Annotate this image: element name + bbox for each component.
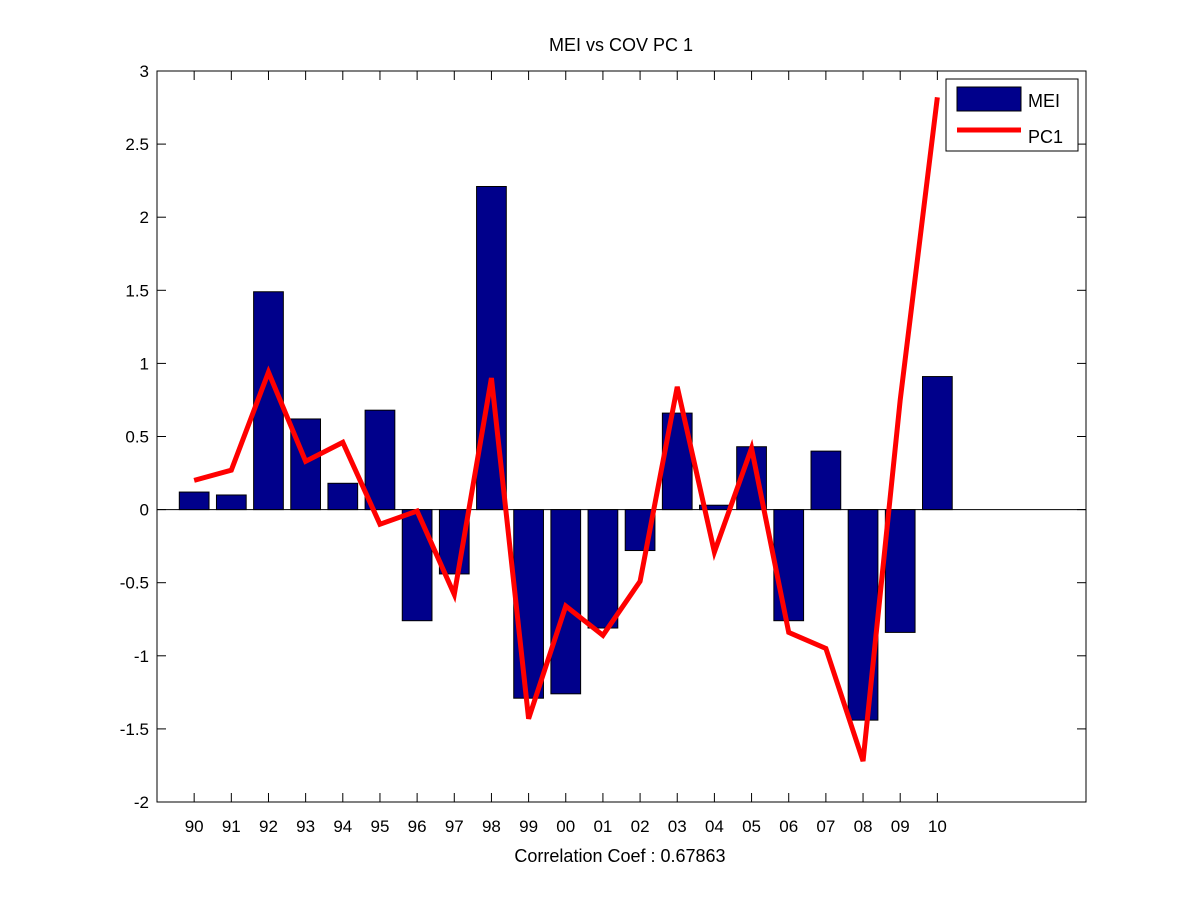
bar-mei-91 [215, 494, 247, 511]
pc1-line-group [193, 97, 940, 762]
chart-title: MEI vs COV PC 1 [549, 35, 693, 55]
x-tick-label-03: 03 [668, 817, 687, 836]
bar-mei-06 [773, 509, 805, 622]
x-tick-label-04: 04 [705, 817, 724, 836]
y-axis-ticks: -2 -1.5 -1 -0.5 0 0.5 1 1.5 2 2.5 3 [120, 62, 1086, 812]
y-tick-label: 1 [140, 354, 149, 373]
bar-mei-01 [587, 509, 619, 629]
x-tick-label-92: 92 [259, 817, 278, 836]
legend-swatch-mei [956, 86, 1022, 112]
y-tick-label: 0.5 [125, 428, 149, 447]
y-tick-label: 2.5 [125, 135, 149, 154]
x-tick-label-96: 96 [408, 817, 427, 836]
x-tick-label-08: 08 [854, 817, 873, 836]
y-tick-label: 3 [140, 62, 149, 81]
x-tick-label-91: 91 [222, 817, 241, 836]
legend: MEI PC1 [945, 78, 1079, 152]
x-tick-label-02: 02 [631, 817, 650, 836]
x-tick-label-98: 98 [482, 817, 501, 836]
bar-mei-07 [810, 450, 842, 511]
x-tick-label-09: 09 [891, 817, 910, 836]
x-tick-label-07: 07 [816, 817, 835, 836]
bar-mei-00 [550, 509, 582, 695]
x-axis-label: Correlation Coef : 0.67863 [514, 846, 725, 866]
y-tick-label: 0 [140, 501, 149, 520]
x-tick-label-93: 93 [296, 817, 315, 836]
bar-mei-90 [178, 491, 210, 511]
x-tick-label-90: 90 [185, 817, 204, 836]
series-line-pc1 [193, 97, 940, 762]
x-tick-label-06: 06 [779, 817, 798, 836]
bar-mei-96 [401, 509, 433, 622]
x-tick-label-99: 99 [519, 817, 538, 836]
bar-mei-08 [847, 509, 879, 721]
x-tick-label-00: 00 [556, 817, 575, 836]
x-tick-label-01: 01 [593, 817, 612, 836]
x-tick-label-97: 97 [445, 817, 464, 836]
bar-mei-95 [364, 409, 396, 511]
bar-mei-09 [884, 509, 916, 633]
bar-mei-94 [327, 482, 359, 511]
y-tick-label: -0.5 [120, 574, 149, 593]
legend-label-mei: MEI [1028, 91, 1060, 111]
y-tick-label: -1 [134, 647, 149, 666]
bar-mei-99 [513, 509, 544, 699]
x-tick-label-94: 94 [333, 817, 352, 836]
y-tick-label: 2 [140, 208, 149, 227]
x-tick-label-05: 05 [742, 817, 761, 836]
bar-mei-10 [921, 376, 953, 511]
legend-label-pc1: PC1 [1028, 127, 1063, 147]
y-tick-label: -2 [134, 793, 149, 812]
y-tick-label: 1.5 [125, 281, 149, 300]
x-tick-label-95: 95 [370, 817, 389, 836]
y-tick-label: -1.5 [120, 720, 149, 739]
x-tick-label-10: 10 [928, 817, 947, 836]
x-axis-ticks: 90 91 92 93 94 95 96 97 98 99 00 01 02 03 04 05 06 07 08 09… [185, 71, 947, 836]
